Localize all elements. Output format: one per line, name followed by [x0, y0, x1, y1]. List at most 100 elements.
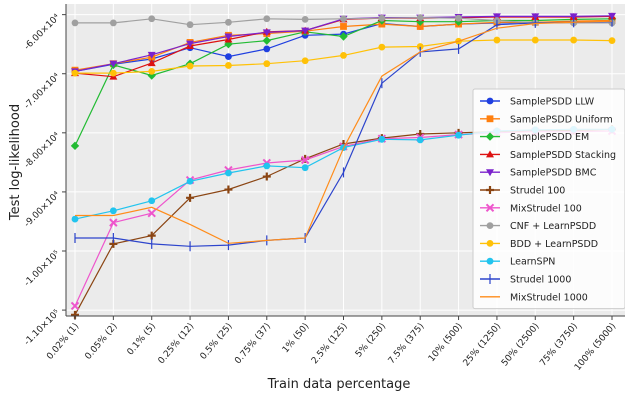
- data-point: [263, 162, 271, 170]
- data-point: [148, 197, 156, 205]
- data-point: [608, 37, 616, 45]
- data-point: [71, 19, 79, 27]
- x-tick-label: 0.02% (1): [45, 322, 81, 362]
- series-cnf-learnpsdd: [71, 14, 616, 29]
- series-mixstrudel-1000: [75, 20, 613, 244]
- legend-label: SamplePSDD LLW: [510, 97, 595, 108]
- data-point: [486, 257, 494, 265]
- x-tick-label: 0.05% (2): [84, 322, 120, 362]
- legend-box: [472, 88, 625, 310]
- x-tick-label: 75% (3750): [538, 322, 580, 369]
- data-point: [262, 29, 271, 37]
- data-point: [224, 185, 233, 194]
- legend-item: Strudel 100: [480, 186, 565, 197]
- x-tick-label: 100% (5000): [573, 322, 618, 373]
- data-point: [378, 43, 386, 51]
- data-point: [109, 218, 118, 227]
- legend-item: SamplePSDD EM: [480, 132, 589, 143]
- y-tick-label: -1.00×10⁵: [23, 249, 63, 289]
- legend-label: SamplePSDD Uniform: [510, 114, 613, 125]
- x-tick-label: 50% (2500): [500, 322, 542, 369]
- data-point: [147, 59, 156, 67]
- x-tick-label: 7.5% (375): [387, 322, 427, 367]
- data-point: [225, 18, 232, 26]
- legend-item: MixStrudel 1000: [480, 292, 588, 303]
- legend: SamplePSDD LLW SamplePSDD Uniform SamplePS…: [472, 88, 625, 310]
- legend-item: Strudel 1000: [480, 274, 571, 286]
- data-point: [262, 172, 271, 181]
- data-point: [486, 240, 494, 247]
- legend-item: CNF + LearnPSDD: [480, 221, 596, 232]
- legend-label: MixStrudel 1000: [510, 292, 588, 303]
- data-point: [301, 164, 309, 172]
- data-point: [225, 53, 232, 60]
- legend-item: SamplePSDD Uniform: [480, 114, 613, 125]
- data-point: [493, 36, 501, 44]
- x-tick-label: 5% (250): [354, 322, 388, 360]
- data-point: [147, 231, 156, 240]
- data-point: [186, 40, 195, 48]
- data-point: [148, 67, 156, 75]
- x-tick-label: 2.5% (125): [310, 322, 350, 367]
- data-point: [340, 15, 347, 23]
- data-point: [225, 169, 232, 177]
- x-tick-label: 0.25% (12): [157, 322, 197, 367]
- legend-item: LearnSPN: [480, 257, 555, 268]
- data-point: [378, 135, 386, 143]
- data-point: [147, 51, 156, 59]
- data-point: [301, 57, 309, 65]
- data-point: [109, 19, 117, 27]
- legend-label: MixStrudel 100: [510, 203, 582, 214]
- data-point: [570, 36, 578, 44]
- data-point: [486, 222, 494, 230]
- data-point: [486, 150, 494, 158]
- legend-item: SamplePSDD BMC: [480, 168, 597, 179]
- x-tick-label: 1% (50): [281, 322, 312, 356]
- legend-label: Strudel 1000: [510, 275, 571, 286]
- data-point: [455, 14, 462, 22]
- legend-label: SamplePSDD Stacking: [510, 150, 616, 161]
- data-point: [531, 13, 540, 21]
- data-point: [485, 132, 495, 141]
- data-point: [300, 155, 310, 165]
- legend-item: BDD + LearnPSDD: [480, 239, 598, 250]
- data-point: [186, 177, 194, 185]
- data-point: [416, 14, 424, 21]
- data-point: [531, 36, 539, 44]
- data-point: [339, 32, 348, 41]
- series-strudel-1000: [74, 16, 613, 252]
- data-point: [70, 301, 80, 311]
- data-point: [224, 33, 233, 41]
- data-point: [186, 21, 194, 29]
- x-tick-label: 25% (1250): [462, 322, 504, 369]
- data-point: [71, 215, 79, 223]
- y-tick-label: -8.00×10⁴: [23, 131, 63, 171]
- data-point: [486, 97, 494, 105]
- x-tick-label: 0.5% (25): [199, 322, 235, 362]
- data-point: [416, 43, 424, 50]
- legend-label: BDD + LearnPSDD: [510, 239, 598, 250]
- y-tick-label: -6.00×10⁴: [23, 12, 63, 52]
- data-point: [340, 23, 347, 30]
- data-point: [225, 62, 232, 69]
- x-tick-label: 0.75% (37): [233, 322, 273, 367]
- legend-label: SamplePSDD EM: [510, 132, 589, 143]
- data-point: [263, 45, 271, 53]
- y-axis-label: Test log-likelihood: [8, 104, 23, 221]
- data-point: [378, 14, 386, 22]
- y-tick-label: -7.00×10⁴: [23, 72, 63, 112]
- data-point: [486, 169, 494, 177]
- data-point: [416, 136, 424, 144]
- data-point: [301, 27, 310, 35]
- x-tick-label: 0.1% (5): [126, 322, 158, 358]
- data-point: [608, 12, 616, 20]
- legend-label: LearnSPN: [510, 257, 555, 268]
- legend-label: CNF + LearnPSDD: [510, 221, 596, 232]
- series-bdd-learnpsdd: [71, 36, 616, 77]
- y-tick-label: -9.00×10⁴: [23, 190, 63, 230]
- legend-item: MixStrudel 100: [480, 203, 582, 214]
- legend-item: SamplePSDD LLW: [480, 97, 595, 108]
- data-point: [148, 15, 156, 23]
- data-point: [186, 62, 194, 70]
